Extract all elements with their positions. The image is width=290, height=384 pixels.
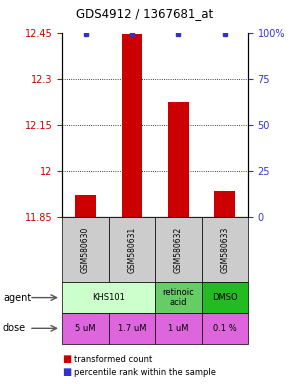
- Bar: [75, 195, 96, 217]
- Text: GSM580631: GSM580631: [127, 227, 137, 273]
- Text: GDS4912 / 1367681_at: GDS4912 / 1367681_at: [76, 7, 214, 20]
- Text: KHS101: KHS101: [92, 293, 125, 302]
- Bar: [122, 34, 142, 217]
- Text: DMSO: DMSO: [212, 293, 238, 302]
- Text: 5 uM: 5 uM: [75, 324, 96, 333]
- Text: retinoic
acid: retinoic acid: [162, 288, 194, 307]
- Text: dose: dose: [3, 323, 26, 333]
- Text: 1 uM: 1 uM: [168, 324, 188, 333]
- Text: ■: ■: [62, 354, 72, 364]
- Text: GSM580630: GSM580630: [81, 227, 90, 273]
- Text: 0.1 %: 0.1 %: [213, 324, 237, 333]
- Text: ■: ■: [62, 367, 72, 377]
- Text: transformed count: transformed count: [74, 354, 152, 364]
- Text: GSM580632: GSM580632: [174, 227, 183, 273]
- Text: percentile rank within the sample: percentile rank within the sample: [74, 368, 216, 377]
- Bar: [214, 191, 235, 217]
- Text: GSM580633: GSM580633: [220, 227, 229, 273]
- Text: agent: agent: [3, 293, 31, 303]
- Bar: [168, 102, 189, 217]
- Text: 1.7 uM: 1.7 uM: [118, 324, 146, 333]
